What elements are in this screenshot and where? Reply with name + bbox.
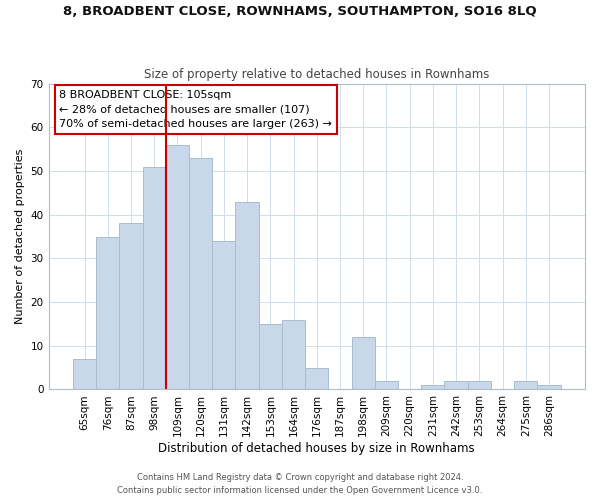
Bar: [235, 202, 259, 390]
Bar: [212, 241, 235, 390]
Bar: [468, 380, 491, 390]
Bar: [259, 324, 282, 390]
X-axis label: Distribution of detached houses by size in Rownhams: Distribution of detached houses by size …: [158, 442, 475, 455]
Bar: [189, 158, 212, 390]
Y-axis label: Number of detached properties: Number of detached properties: [15, 149, 25, 324]
Bar: [305, 368, 328, 390]
Bar: [352, 337, 375, 390]
Bar: [445, 380, 468, 390]
Text: 8, BROADBENT CLOSE, ROWNHAMS, SOUTHAMPTON, SO16 8LQ: 8, BROADBENT CLOSE, ROWNHAMS, SOUTHAMPTO…: [63, 5, 537, 18]
Bar: [119, 224, 143, 390]
Bar: [143, 166, 166, 390]
Bar: [282, 320, 305, 390]
Text: 8 BROADBENT CLOSE: 105sqm
← 28% of detached houses are smaller (107)
70% of semi: 8 BROADBENT CLOSE: 105sqm ← 28% of detac…: [59, 90, 332, 130]
Bar: [166, 144, 189, 390]
Bar: [96, 236, 119, 390]
Bar: [73, 359, 96, 390]
Bar: [514, 380, 538, 390]
Bar: [375, 380, 398, 390]
Title: Size of property relative to detached houses in Rownhams: Size of property relative to detached ho…: [144, 68, 490, 81]
Bar: [421, 385, 445, 390]
Text: Contains HM Land Registry data © Crown copyright and database right 2024.
Contai: Contains HM Land Registry data © Crown c…: [118, 474, 482, 495]
Bar: [538, 385, 560, 390]
